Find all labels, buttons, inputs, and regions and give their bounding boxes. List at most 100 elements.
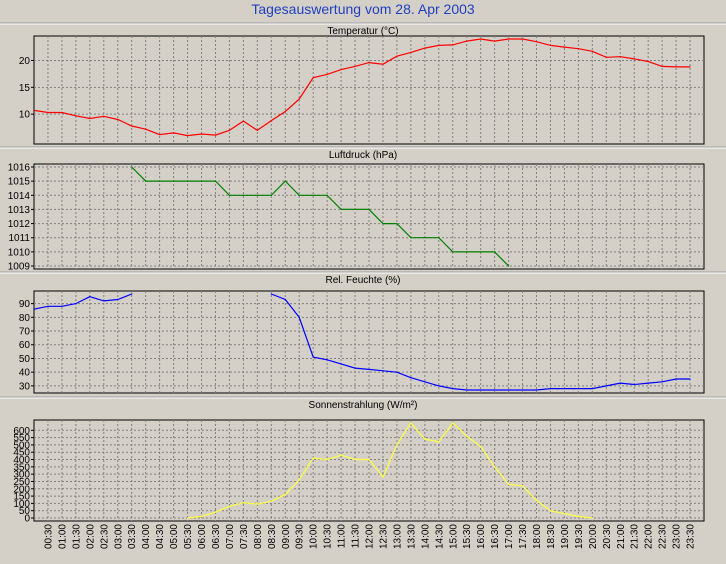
data-point xyxy=(452,422,454,424)
chart-title: Luftdruck (hPa) xyxy=(329,150,397,161)
data-point xyxy=(633,383,635,386)
y-tick-label: 80 xyxy=(19,313,31,324)
chart-panel-4: Sonnenstrahlung (W/m²) 050100150200250300… xyxy=(0,396,726,525)
data-point xyxy=(214,511,217,513)
data-point xyxy=(438,237,440,239)
x-tick-label: 15:00 xyxy=(448,524,459,549)
data-point xyxy=(661,381,663,383)
chart-title: Rel. Feuchte (%) xyxy=(325,275,400,286)
data-point xyxy=(605,56,607,58)
x-tick-label: 13:30 xyxy=(406,524,417,549)
y-tick-label: 1014 xyxy=(8,191,31,202)
data-point xyxy=(508,483,510,485)
data-point xyxy=(689,378,691,380)
data-point xyxy=(424,47,426,49)
data-point xyxy=(34,109,35,111)
data-point xyxy=(396,444,398,446)
series-line xyxy=(34,293,132,310)
data-point xyxy=(382,223,384,225)
data-point xyxy=(284,298,286,301)
x-tick-label: 02:00 xyxy=(85,524,96,549)
data-point xyxy=(508,265,510,267)
y-tick-label: 70 xyxy=(19,327,31,338)
data-point xyxy=(396,223,398,225)
data-point xyxy=(326,359,328,361)
data-point xyxy=(521,485,524,487)
y-tick-label: 100 xyxy=(13,499,30,510)
chart-panel-2: Luftdruck (hPa) 1009 1010 1011 1012 1013 1014 1… xyxy=(0,146,726,273)
x-tick-label: 01:00 xyxy=(57,524,68,549)
data-point xyxy=(354,367,356,369)
data-point xyxy=(284,180,286,182)
series-line xyxy=(131,166,510,267)
data-point xyxy=(284,110,286,113)
y-tick-label: 1012 xyxy=(8,219,31,230)
data-point xyxy=(145,128,147,130)
data-point xyxy=(326,194,328,196)
y-tick-label: 200 xyxy=(13,484,30,495)
data-point xyxy=(633,58,635,60)
series-line xyxy=(34,38,690,137)
data-point xyxy=(103,115,105,117)
data-point xyxy=(354,458,356,461)
y-tick-label: 1009 xyxy=(8,262,31,273)
y-tick-label: 10 xyxy=(19,110,31,121)
y-tick-label: 250 xyxy=(13,477,30,488)
data-point xyxy=(549,388,552,390)
x-tick-label: 07:30 xyxy=(239,524,250,549)
data-point xyxy=(131,125,133,127)
y-tick-label: 400 xyxy=(13,455,30,466)
data-point xyxy=(591,388,593,390)
data-point xyxy=(591,517,593,519)
data-point xyxy=(270,500,272,502)
chart-panel-1: Temperatur (°C) 10 15 20 xyxy=(0,22,726,145)
y-tick-label: 1015 xyxy=(8,177,31,188)
data-point xyxy=(466,389,468,391)
data-point xyxy=(410,51,412,54)
data-point xyxy=(354,65,356,67)
data-point xyxy=(340,69,342,71)
x-tick-label: 21:00 xyxy=(616,524,627,549)
x-tick-label: 12:30 xyxy=(379,524,390,549)
data-point xyxy=(228,129,230,131)
data-point xyxy=(34,308,35,310)
x-axis: 00:30 01:00 01:30 02:00 02:30 03:00 03:30 04:00… xyxy=(44,524,697,549)
y-tick-label: 90 xyxy=(19,299,31,310)
x-tick-label: 03:30 xyxy=(127,524,138,549)
data-point xyxy=(368,62,370,64)
data-point xyxy=(494,466,496,468)
data-point xyxy=(326,458,328,461)
data-point xyxy=(661,65,663,67)
data-point xyxy=(312,356,314,358)
data-point xyxy=(103,300,105,302)
data-point xyxy=(438,441,440,443)
x-tick-label: 20:30 xyxy=(602,524,613,549)
data-point xyxy=(298,479,300,481)
data-point xyxy=(270,293,272,295)
data-point xyxy=(591,50,593,52)
y-tick-label: 0 xyxy=(24,514,30,525)
data-point xyxy=(340,454,342,456)
data-point xyxy=(577,515,580,518)
data-point xyxy=(563,46,566,48)
data-point xyxy=(577,48,580,50)
data-point xyxy=(368,458,370,461)
data-point xyxy=(186,180,189,182)
data-point xyxy=(535,389,538,391)
x-tick-label: 17:00 xyxy=(504,524,515,549)
data-point xyxy=(200,515,203,518)
data-point xyxy=(61,305,63,307)
data-point xyxy=(131,293,133,295)
x-tick-label: 22:00 xyxy=(644,524,655,549)
x-tick-label: 19:00 xyxy=(560,524,571,549)
data-point xyxy=(396,55,398,57)
data-point xyxy=(675,378,677,380)
data-point xyxy=(326,73,328,75)
data-point xyxy=(61,111,63,114)
x-tick-label: 02:30 xyxy=(99,524,110,549)
data-point xyxy=(480,445,482,447)
y-tick-label: 500 xyxy=(13,440,30,451)
data-point xyxy=(480,251,482,253)
data-point xyxy=(47,305,49,307)
data-point xyxy=(131,166,133,168)
